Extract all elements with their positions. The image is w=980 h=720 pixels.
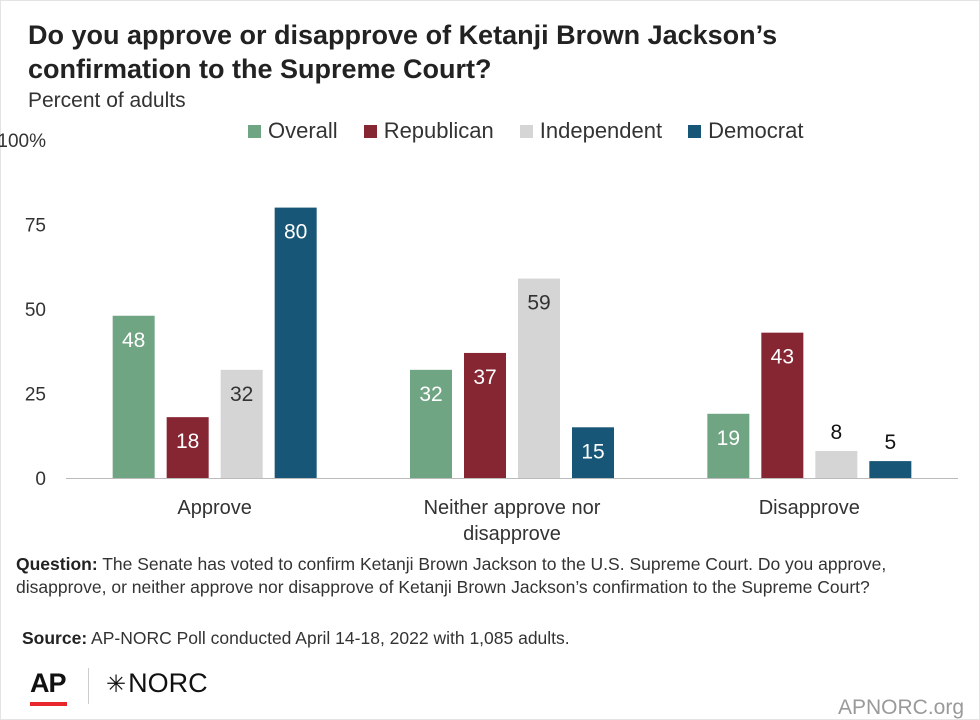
y-tick-label: 75 — [25, 216, 46, 237]
data-label: 59 — [527, 292, 550, 315]
norc-star-icon: ✳ — [106, 671, 127, 698]
bar-chart: 0 25 50 75 100% 48 18 32 80 Approve 32 37 59 15 Neithe… — [0, 131, 958, 545]
bar-republican-1 — [166, 417, 209, 478]
y-tick-label: 25 — [25, 385, 46, 406]
legend: Overall Republican Independent Democrat — [248, 118, 803, 144]
question-note: Question: The Senate has voted to confir… — [16, 553, 956, 599]
y-tick-label: 100% — [0, 131, 46, 152]
question-text: The Senate has voted to confirm Ketanji … — [16, 554, 887, 597]
legend-swatch-democrat — [688, 124, 702, 138]
data-label: 37 — [473, 366, 496, 389]
legend-swatch-independent — [519, 124, 533, 138]
source-label: Source: — [22, 628, 88, 648]
legend-label-democrat: Democrat — [708, 118, 804, 143]
chart-subtitle: Percent of adults — [28, 89, 186, 112]
bar-democrat-2 — [572, 427, 614, 478]
chart-title: Do you approve or disapprove of Ketanji … — [28, 20, 778, 84]
source-note: Source: AP-NORC Poll conducted April 14-… — [22, 628, 570, 649]
data-label: 8 — [830, 421, 842, 444]
bar-democrat-1 — [274, 207, 317, 478]
x-tick-label: Disapprove — [759, 497, 860, 519]
legend-label-republican: Republican — [383, 118, 494, 143]
data-label: 43 — [771, 346, 794, 369]
data-label: 32 — [419, 383, 442, 406]
site-url: APNORC.org — [837, 696, 964, 719]
ap-logo: AP — [30, 668, 67, 698]
data-label: 32 — [230, 383, 253, 406]
legend-item-overall: Overall — [248, 118, 338, 144]
data-label: 15 — [581, 440, 604, 463]
bar-overall-1 — [112, 315, 155, 478]
legend-item-independent: Independent — [519, 118, 663, 144]
x-tick-label: Approve — [177, 497, 252, 519]
legend-swatch-overall — [248, 124, 261, 138]
x-tick-label: Neither approve nor — [424, 497, 601, 519]
y-tick-label: 0 — [35, 469, 46, 490]
legend-item-democrat: Democrat — [688, 118, 803, 144]
bar-overall-3 — [707, 413, 750, 478]
bar-republican-3 — [761, 332, 804, 478]
bar-republican-2 — [464, 352, 506, 478]
data-label: 19 — [717, 427, 740, 450]
legend-item-republican: Republican — [363, 118, 494, 144]
legend-label-overall: Overall — [268, 118, 338, 143]
bar-independent-3 — [815, 450, 858, 478]
x-tick-label: disapprove — [463, 523, 561, 545]
y-tick-label: 50 — [25, 300, 46, 321]
data-label: 80 — [284, 221, 307, 244]
bar-independent-1 — [220, 369, 263, 478]
legend-swatch-republican — [363, 124, 377, 138]
data-label: 5 — [884, 431, 896, 454]
source-text: AP-NORC Poll conducted April 14-18, 2022… — [87, 628, 570, 648]
bar-independent-2 — [518, 278, 560, 478]
bar-overall-2 — [410, 369, 452, 478]
norc-logo-text: NORC — [128, 668, 208, 698]
data-label: 48 — [122, 329, 145, 352]
ap-logo-bar — [30, 702, 67, 706]
legend-label-independent: Independent — [539, 118, 663, 143]
norc-logo: ✳NORC — [106, 668, 208, 699]
data-label: 18 — [176, 430, 199, 453]
bar-democrat-3 — [869, 461, 912, 478]
logo-divider — [88, 668, 89, 704]
question-label: Question: — [16, 554, 98, 574]
